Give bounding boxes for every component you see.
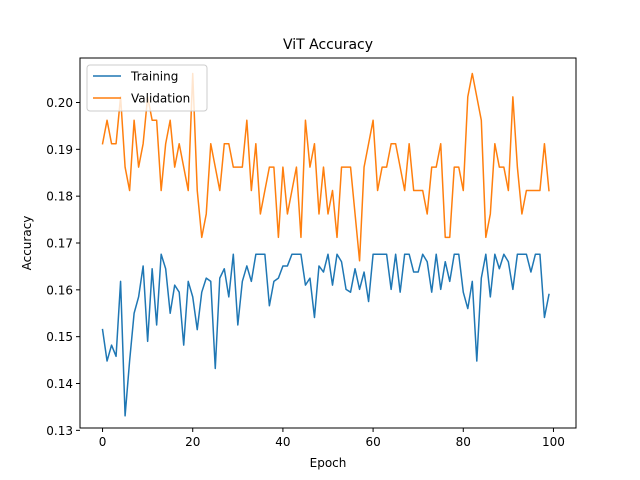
series-line-validation <box>101 72 550 262</box>
x-tick-label: 100 <box>542 435 565 449</box>
legend: Training Validation <box>86 64 208 112</box>
chart-title: ViT Accuracy <box>283 37 373 53</box>
x-tick-label: 60 <box>365 435 380 449</box>
x-tick-label: 0 <box>99 435 107 449</box>
y-tick-label: 0.19 <box>46 143 73 157</box>
y-tick-label: 0.14 <box>46 377 73 391</box>
y-tick-label: 0.13 <box>46 424 73 438</box>
y-axis: 0.13 0.14 0.15 0.16 0.17 0.18 0.19 0.20 <box>46 96 80 438</box>
series-line-training <box>101 253 550 417</box>
plot-area <box>101 72 550 417</box>
x-tick-label: 20 <box>185 435 200 449</box>
x-tick-label: 80 <box>456 435 471 449</box>
y-tick-label: 0.17 <box>46 237 73 251</box>
x-tick-label: 40 <box>275 435 290 449</box>
legend-label-validation: Validation <box>131 92 190 106</box>
y-axis-label: Accuracy <box>20 216 34 271</box>
y-tick-label: 0.15 <box>46 330 73 344</box>
legend-label-training: Training <box>130 70 178 84</box>
x-axis: 0 20 40 60 80 100 <box>99 428 565 449</box>
y-tick-label: 0.18 <box>46 190 73 204</box>
y-tick-label: 0.16 <box>46 283 73 297</box>
y-tick-label: 0.20 <box>46 96 73 110</box>
x-axis-label: Epoch <box>310 456 347 470</box>
